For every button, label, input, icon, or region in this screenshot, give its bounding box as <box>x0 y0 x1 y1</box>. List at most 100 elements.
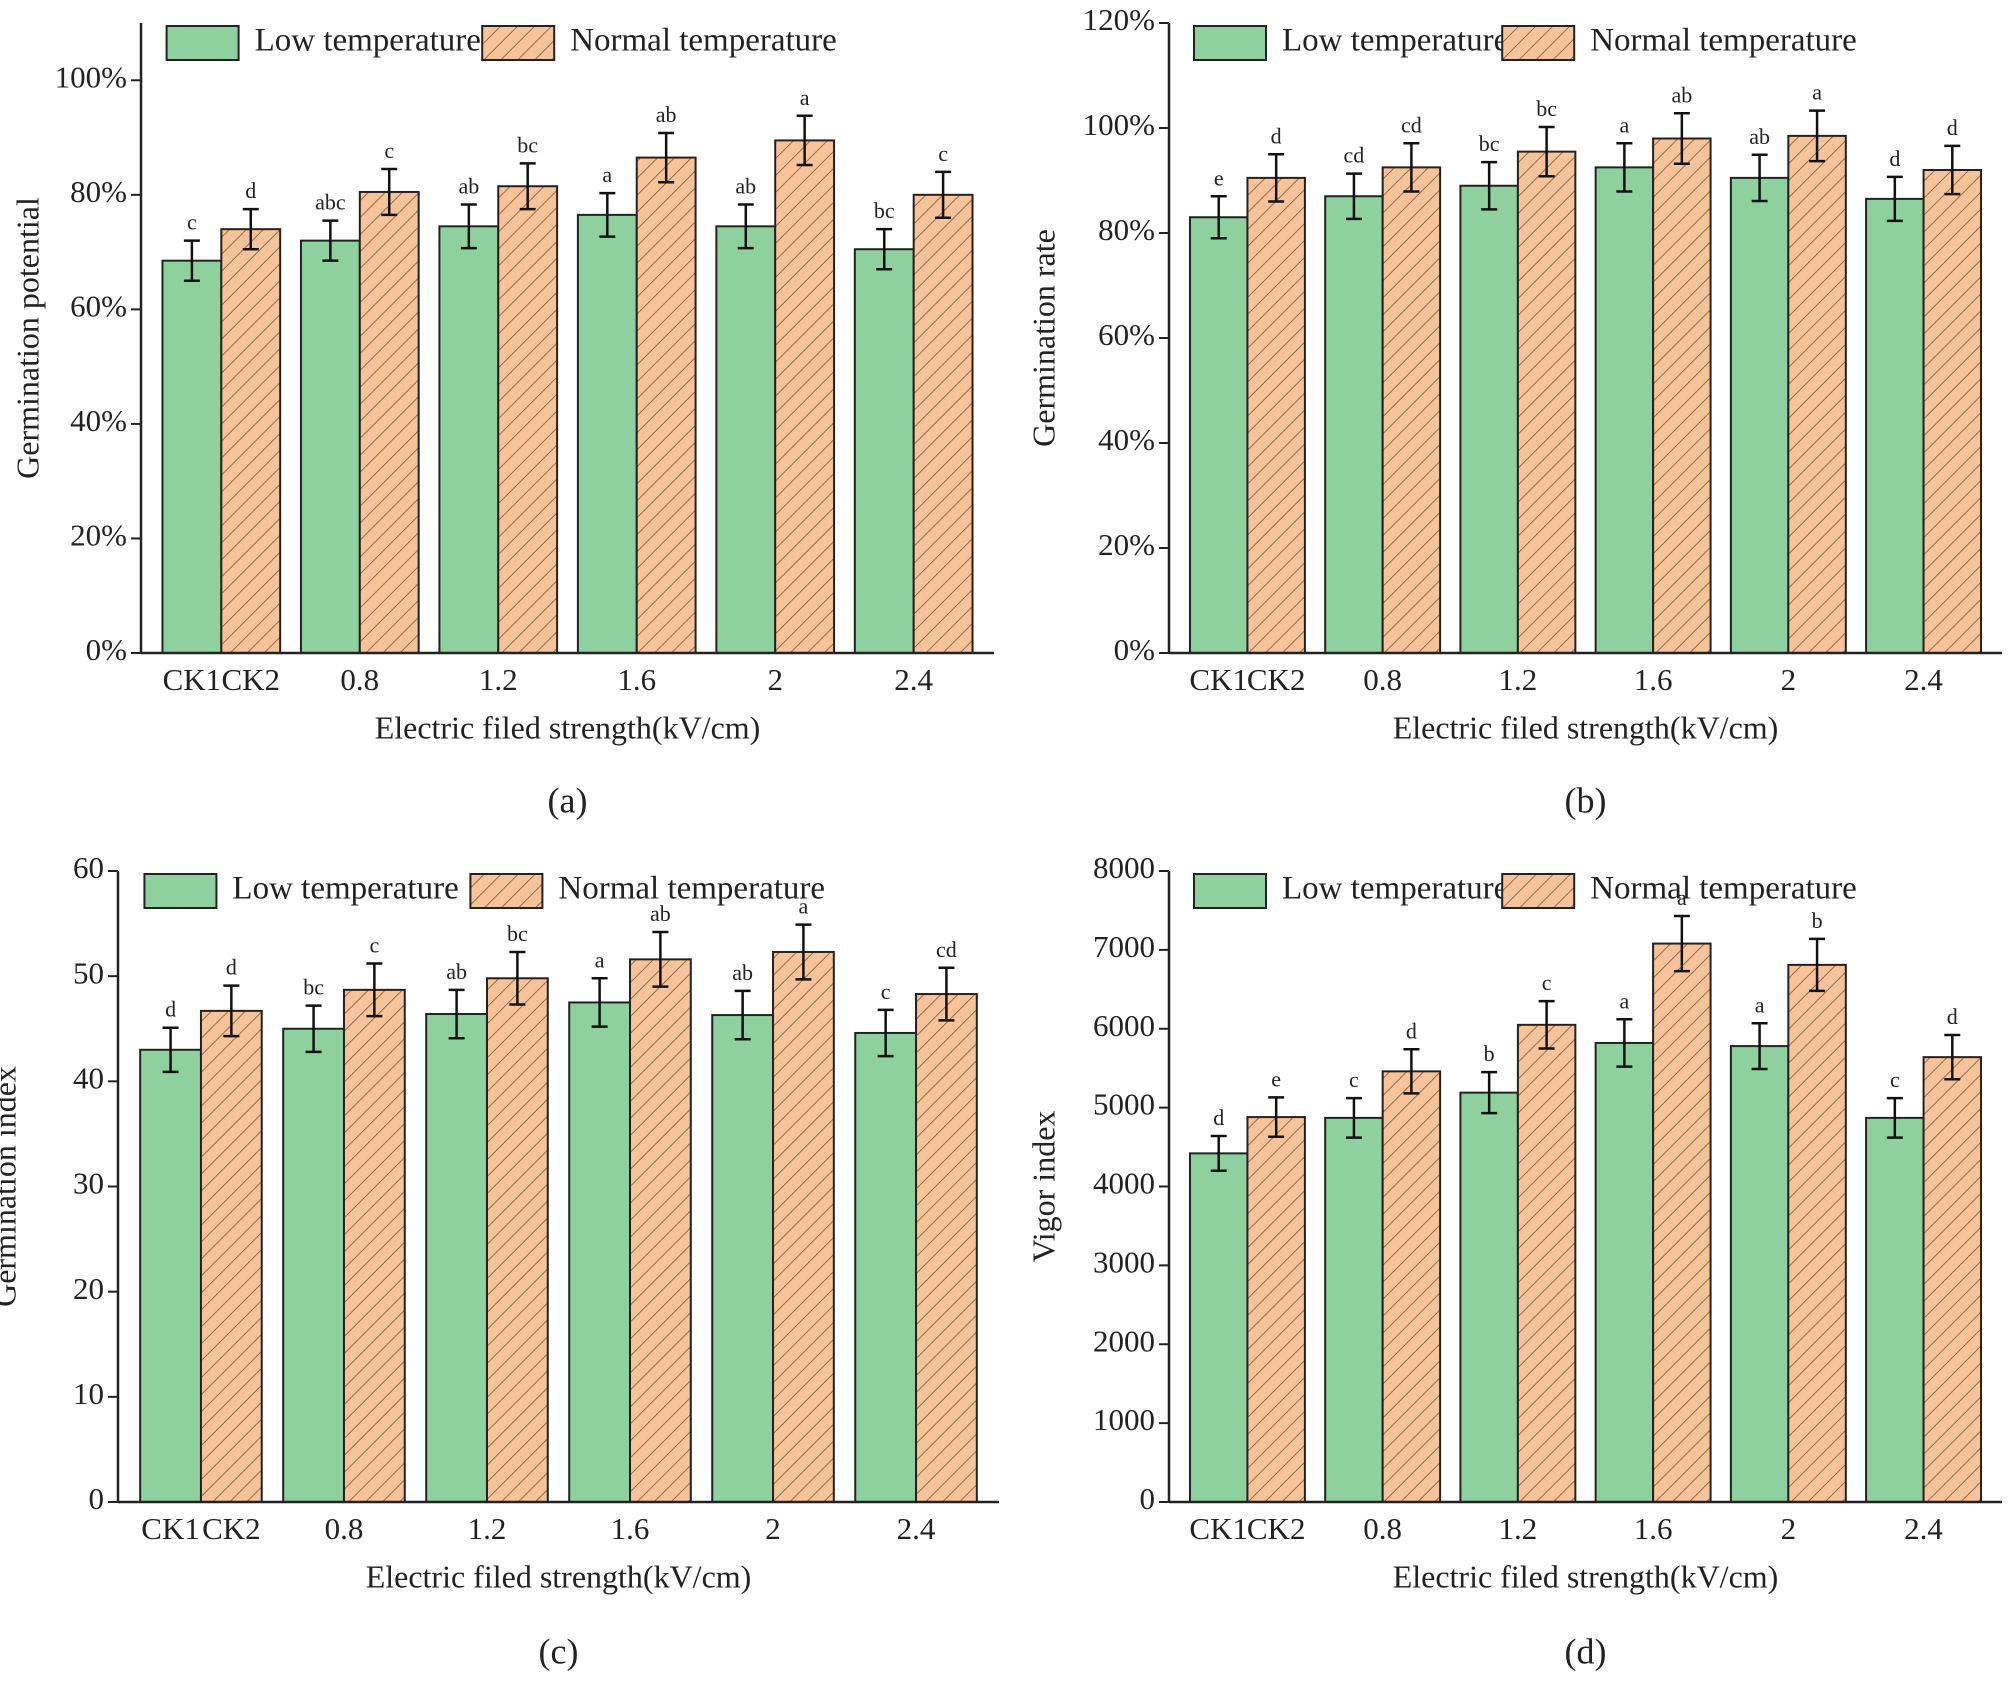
y-tick-label: 7000 <box>1093 929 1155 964</box>
significance-letter: d <box>1947 1004 1958 1029</box>
significance-letter: d <box>226 955 237 980</box>
x-tick-label: 2 <box>767 662 783 697</box>
x-tick-label: CK1 <box>1189 1511 1248 1546</box>
bar <box>1787 963 1847 1503</box>
x-tick-label: CK1 <box>1189 662 1248 697</box>
significance-letter: d <box>1406 1018 1417 1043</box>
y-tick-label: 80% <box>1098 212 1155 247</box>
x-tick-label: 2.4 <box>1904 662 1943 697</box>
panel-caption: (c) <box>539 1631 579 1671</box>
bar <box>853 248 915 655</box>
y-tick-label: 6000 <box>1093 1008 1155 1043</box>
significance-letter: c <box>369 933 379 958</box>
y-tick-label: 2000 <box>1093 1323 1155 1358</box>
bar <box>485 977 549 1503</box>
x-tick-label: 0.8 <box>1363 1511 1402 1546</box>
bar <box>1381 1070 1442 1504</box>
bar <box>358 190 420 654</box>
significance-letter: c <box>1349 1067 1359 1092</box>
y-tick-label: 3000 <box>1093 1244 1155 1279</box>
y-tick-label: 0 <box>1140 1481 1156 1516</box>
significance-letter: c <box>938 141 948 166</box>
bar <box>161 259 223 654</box>
significance-letter: ab <box>650 901 671 926</box>
bar <box>1594 166 1655 654</box>
bar <box>139 1048 202 1503</box>
legend-label: Low temperature <box>255 23 481 59</box>
bar <box>1922 1056 1983 1504</box>
x-tick-label: 2.4 <box>1904 1511 1943 1546</box>
panel: 0 1000 2000 3000 4000 5000 6000 7000 8000 d c b a a c e… <box>1025 850 2002 1671</box>
y-axis-title: Vigor index <box>1025 1111 1061 1263</box>
bar <box>1516 150 1577 654</box>
significance-letter: ab <box>1671 82 1692 107</box>
bar <box>635 156 697 654</box>
x-tick-label: 2 <box>1781 1511 1797 1546</box>
y-tick-label: 30 <box>73 1166 104 1201</box>
bar <box>1865 197 1925 654</box>
bar <box>1324 195 1384 654</box>
y-tick-label: 40% <box>70 403 127 438</box>
bar <box>912 193 974 654</box>
x-tick-label: CK2 <box>221 662 280 697</box>
x-tick-label: 0.8 <box>1363 662 1402 697</box>
x-tick-label: 1.6 <box>617 662 656 697</box>
y-tick-label: 0 <box>89 1481 105 1516</box>
significance-letter: ab <box>656 102 677 127</box>
y-tick-label: 60 <box>73 850 104 885</box>
significance-letter: a <box>1619 112 1629 137</box>
x-tick-label: CK2 <box>202 1511 261 1546</box>
significance-letter: bc <box>517 132 538 157</box>
significance-letter: a <box>799 894 809 919</box>
significance-letter: bc <box>1479 131 1500 156</box>
significance-letter: a <box>1677 885 1687 910</box>
y-tick-label: 100% <box>1083 107 1155 142</box>
bar <box>1381 166 1442 654</box>
bar <box>1922 169 1983 654</box>
bar <box>1459 1091 1519 1504</box>
y-tick-label: 0% <box>1114 632 1155 667</box>
legend-swatch <box>1501 873 1576 909</box>
x-tick-label: 0.8 <box>325 1511 364 1546</box>
bar <box>1865 1116 1925 1504</box>
y-tick-label: 1000 <box>1093 1402 1155 1437</box>
x-tick-label: 2.4 <box>894 662 933 697</box>
significance-letter: a <box>1619 988 1629 1013</box>
legend-label: Normal temperature <box>558 871 825 907</box>
x-tick-label: CK1 <box>163 662 222 697</box>
y-tick-label: 60% <box>70 288 127 323</box>
significance-letter: ab <box>732 960 753 985</box>
significance-letter: bc <box>303 975 324 1000</box>
panel: 0% 20% 40% 60% 80% 100% c abc ab a ab bc d c bc ab a c CK1… <box>9 23 994 820</box>
y-tick-label: 20% <box>1098 527 1155 562</box>
significance-letter: e <box>1214 165 1224 190</box>
bar <box>568 1001 632 1503</box>
legend-swatch <box>1501 25 1576 61</box>
legend-label: Normal temperature <box>1590 871 1857 907</box>
bar <box>772 950 835 1503</box>
legend-swatch <box>1192 873 1267 909</box>
bar <box>715 225 777 654</box>
significance-letter: a <box>800 85 810 110</box>
bar <box>1188 1152 1249 1504</box>
panel-caption: (a) <box>548 780 588 820</box>
bar <box>576 213 638 654</box>
y-tick-label: 40 <box>73 1060 104 1095</box>
legend-label: Normal temperature <box>570 23 837 59</box>
bar <box>1324 1116 1384 1504</box>
y-tick-label: 40% <box>1098 422 1155 457</box>
significance-letter: a <box>595 947 605 972</box>
x-axis-title: Electric filed strength(kV/cm) <box>366 1558 752 1594</box>
bar <box>1594 1041 1655 1503</box>
significance-letter: cd <box>1401 112 1422 137</box>
panel-caption: (b) <box>1565 780 1607 820</box>
legend-label: Low temperature <box>232 871 458 907</box>
bar <box>1729 176 1790 654</box>
significance-letter: d <box>1213 1105 1224 1130</box>
panel-caption: (d) <box>1565 1631 1607 1671</box>
significance-letter: c <box>881 979 891 1004</box>
significance-letter: e <box>1271 1066 1281 1091</box>
